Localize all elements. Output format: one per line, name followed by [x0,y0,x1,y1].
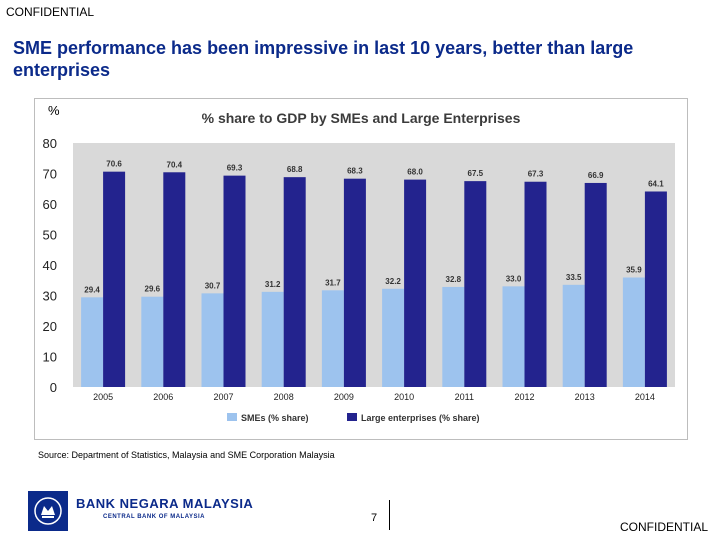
bank-name: BANK NEGARA MALAYSIA [76,496,254,511]
chart-container: % share to GDP by SMEs and Large Enterpr… [34,98,688,440]
sme-data-label: 33.5 [566,273,582,282]
unit-label: % [48,103,60,118]
large-enterprise-bar [223,175,246,387]
source-note: Source: Department of Statistics, Malays… [38,450,335,460]
sme-data-label: 35.9 [626,266,642,275]
large-enterprise-data-label: 68.3 [347,167,363,176]
sme-bar [81,297,104,387]
sme-data-label: 32.2 [385,277,401,286]
sme-bar [442,286,465,387]
sme-bar [382,288,405,387]
sme-bar [562,284,585,387]
sme-bar [622,277,645,387]
y-tick-label: 50 [43,228,57,243]
x-tick-label: 2005 [93,392,113,402]
large-enterprise-bar [283,177,306,387]
page-number: 7 [371,512,378,524]
y-tick-label: 60 [43,197,57,212]
large-enterprise-data-label: 70.4 [167,160,183,169]
legend-label: SMEs (% share) [241,413,309,423]
legend-label: Large enterprises (% share) [361,413,480,423]
sme-data-label: 29.4 [84,285,100,294]
large-enterprise-data-label: 66.9 [588,171,604,180]
sme-data-label: 33.0 [506,274,522,283]
sme-data-label: 31.2 [265,280,281,289]
slide-title: SME performance has been impressive in l… [13,38,634,80]
legend-swatch [227,413,237,421]
large-enterprise-data-label: 69.3 [227,164,243,173]
large-enterprise-data-label: 67.3 [528,170,544,179]
sme-bar [201,293,224,387]
bank-subtitle: CENTRAL BANK OF MALAYSIA [103,514,206,520]
sme-bar [502,286,525,387]
x-tick-label: 2008 [274,392,294,402]
sme-data-label: 30.7 [205,281,221,290]
footer-divider [389,500,390,530]
y-tick-label: 10 [43,350,57,365]
sme-bar [141,296,164,387]
legend-swatch [347,413,357,421]
large-enterprise-data-label: 68.0 [407,168,423,177]
y-tick-label: 30 [43,289,57,304]
y-tick-label: 0 [50,380,57,395]
x-tick-label: 2010 [394,392,414,402]
bar-chart: % share to GDP by SMEs and Large Enterpr… [43,110,675,423]
large-enterprise-data-label: 64.1 [648,179,664,188]
x-tick-label: 2011 [455,392,474,402]
large-enterprise-data-label: 67.5 [468,169,484,178]
bank-logo-icon [28,491,68,531]
sme-bar [321,290,344,387]
sme-data-label: 31.7 [325,278,341,287]
chart-title: % share to GDP by SMEs and Large Enterpr… [202,110,521,126]
confidential-label-top: CONFIDENTIAL [6,5,95,19]
x-tick-label: 2014 [635,392,655,402]
y-tick-label: 40 [43,258,57,273]
sme-bar [261,291,284,387]
x-tick-label: 2009 [334,392,354,402]
large-enterprise-bar [103,171,126,387]
x-tick-label: 2012 [514,392,534,402]
y-tick-label: 70 [43,167,57,182]
large-enterprise-bar [524,181,547,387]
x-tick-label: 2013 [575,392,595,402]
large-enterprise-data-label: 68.8 [287,165,303,174]
large-enterprise-data-label: 70.6 [106,160,122,169]
large-enterprise-bar [464,181,487,387]
large-enterprise-bar [163,172,186,387]
sme-data-label: 29.6 [145,285,161,294]
large-enterprise-bar [584,182,607,387]
y-tick-label: 80 [43,136,57,151]
large-enterprise-bar [404,179,427,387]
sme-data-label: 32.8 [446,275,462,284]
confidential-label-bottom: CONFIDENTIAL [619,520,708,534]
x-tick-label: 2006 [153,392,173,402]
x-tick-label: 2007 [213,392,233,402]
large-enterprise-bar [644,191,667,387]
y-tick-label: 20 [43,319,57,334]
large-enterprise-bar [343,178,366,387]
